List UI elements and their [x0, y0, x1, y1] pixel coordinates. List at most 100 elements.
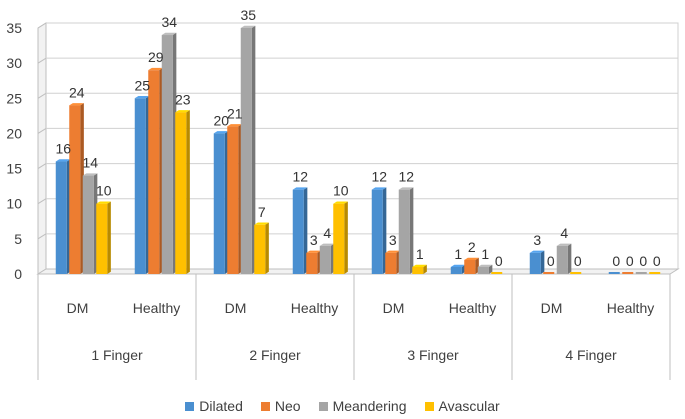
- gridline-depth: [37, 128, 47, 134]
- bar: [477, 264, 493, 274]
- bar-top: [450, 264, 466, 267]
- data-label: 14: [82, 155, 98, 171]
- gridline-depth: [37, 198, 47, 205]
- bar: [570, 272, 582, 274]
- gridline-depth: [37, 57, 47, 64]
- x-category-label: Healthy: [133, 300, 180, 316]
- bar-top: [529, 250, 545, 253]
- gridline-depth: [37, 163, 47, 169]
- data-label: 0: [639, 253, 647, 269]
- bar-top: [240, 25, 256, 28]
- data-label: 3: [310, 232, 318, 248]
- data-label: 25: [134, 77, 150, 93]
- x-category-label: DM: [67, 300, 89, 316]
- data-label: 0: [653, 253, 661, 269]
- data-label: 1: [416, 246, 424, 262]
- bar-side: [251, 25, 256, 274]
- gridline-depth: [37, 92, 47, 99]
- y-axis-tick-labels: 0 5 10 15 20 25 30 35: [6, 20, 22, 282]
- bar-front: [608, 272, 620, 274]
- legend-item: Meandering: [318, 398, 407, 414]
- bar-top: [148, 67, 163, 71]
- data-label: 0: [547, 253, 555, 269]
- data-label: 23: [175, 91, 191, 107]
- data-label: 1: [454, 246, 462, 262]
- bar-top: [306, 250, 321, 253]
- data-label: 2: [468, 239, 476, 255]
- bar: [55, 159, 71, 274]
- bar-side: [303, 187, 308, 274]
- data-label: 4: [323, 225, 331, 241]
- data-label: 1: [481, 246, 489, 262]
- x-category-label: DM: [225, 300, 247, 316]
- bar: [635, 272, 647, 274]
- bar-side: [382, 187, 387, 274]
- bar-side: [409, 187, 414, 274]
- bar: [134, 96, 150, 275]
- bar-top: [55, 159, 71, 162]
- bar: [213, 131, 229, 274]
- bar: [254, 222, 269, 274]
- legend-label: Meandering: [332, 398, 407, 414]
- legend-item: Neo: [260, 398, 301, 414]
- y-tick-label: 25: [6, 90, 22, 106]
- data-label: 21: [227, 105, 243, 121]
- y-tick-label: 35: [6, 20, 22, 36]
- bar-top: [477, 264, 493, 267]
- data-label: 10: [96, 183, 112, 199]
- bar: [529, 250, 545, 274]
- bar: [371, 187, 387, 274]
- bar: [96, 201, 111, 274]
- data-label: 3: [389, 232, 397, 248]
- x-axis: DM Healthy 1 Finger DM Healthy 2 Finger DM Heal…: [37, 274, 671, 380]
- bar-front: [622, 272, 634, 274]
- x-category-label: Healthy: [449, 300, 496, 316]
- bar-top: [134, 96, 150, 99]
- x-category-label: DM: [541, 300, 563, 316]
- bar: [649, 272, 661, 274]
- bar-top: [319, 243, 335, 246]
- bar-front: [491, 272, 503, 274]
- legend-swatch: [424, 401, 434, 411]
- bar-side: [265, 222, 269, 274]
- bar: [227, 124, 242, 275]
- bar-top: [333, 201, 348, 204]
- bar-front: [96, 203, 108, 274]
- bar-top: [398, 187, 414, 190]
- x-group-label: 4 Finger: [565, 347, 617, 363]
- bar-front: [55, 161, 67, 274]
- bar: [292, 187, 308, 274]
- bar-top: [412, 264, 427, 267]
- bar: [491, 272, 503, 274]
- bar: [412, 264, 427, 274]
- bar-top: [175, 110, 190, 113]
- data-label: 12: [292, 169, 308, 185]
- bar-front: [240, 28, 252, 274]
- bar-front: [227, 126, 239, 275]
- bar-front: [412, 266, 424, 274]
- x-category-label: DM: [383, 300, 405, 316]
- y-tick-label: 5: [14, 231, 22, 247]
- bar: [608, 272, 620, 274]
- data-label: 0: [574, 253, 582, 269]
- bar-front: [371, 189, 383, 274]
- bar-front: [529, 252, 541, 274]
- bar: [333, 201, 348, 274]
- bar-front: [306, 252, 318, 274]
- bar-front: [292, 189, 304, 274]
- data-label: 29: [148, 49, 164, 65]
- bar: [464, 257, 479, 274]
- x-category-label: Healthy: [291, 300, 338, 316]
- bar-front: [450, 266, 462, 274]
- data-label: 10: [333, 183, 349, 199]
- bar-front: [333, 203, 345, 274]
- bar: [240, 25, 256, 274]
- bar-top: [227, 124, 242, 127]
- bar: [319, 243, 335, 274]
- bar: [385, 250, 400, 274]
- bar-side: [423, 264, 427, 274]
- data-label: 0: [612, 253, 620, 269]
- y-tick-label: 20: [6, 125, 22, 141]
- bar-top: [161, 32, 177, 36]
